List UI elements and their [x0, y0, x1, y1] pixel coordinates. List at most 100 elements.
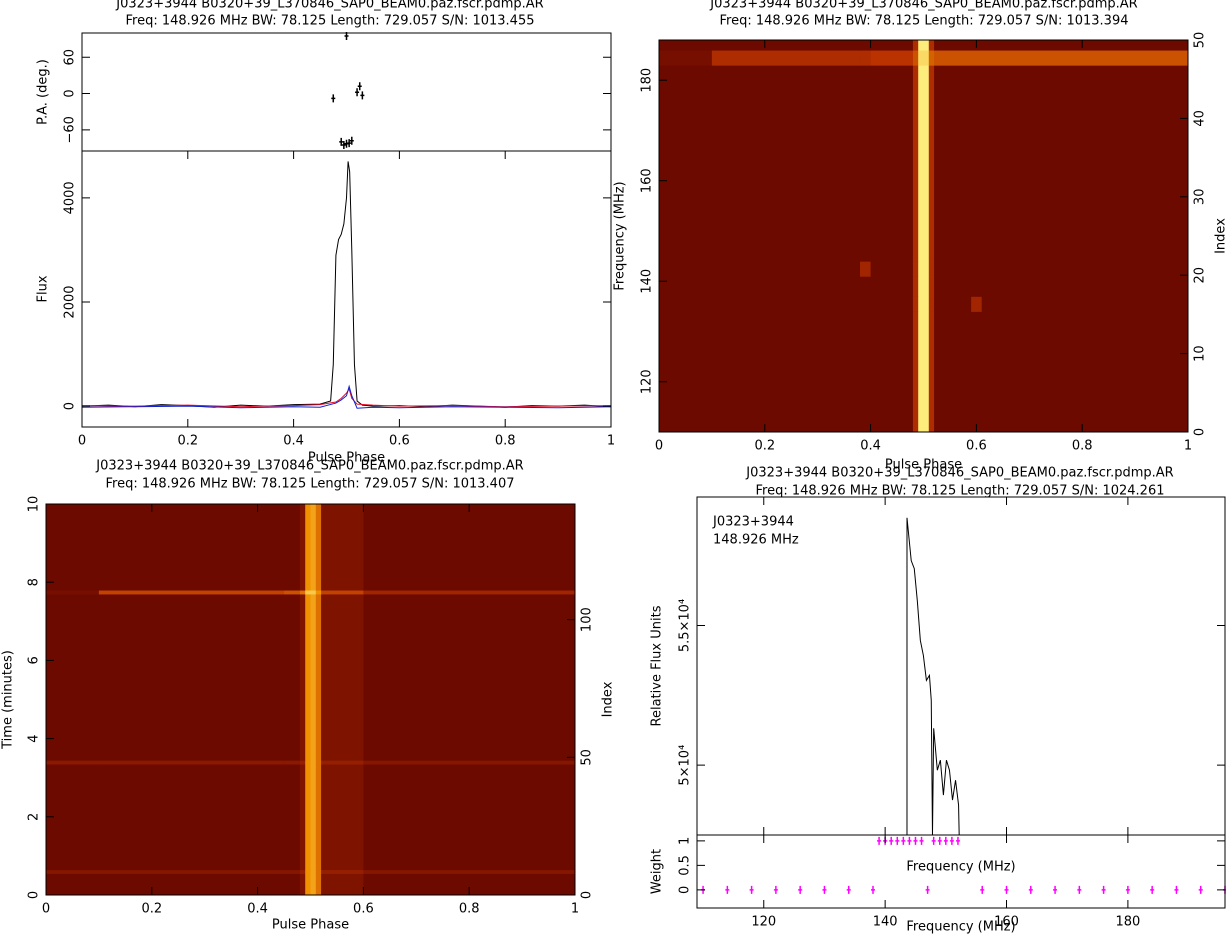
y-tick-label: 2000: [63, 285, 78, 318]
point: [822, 885, 827, 894]
chart-title: J0323+3944 B0320+39_L370846_SAP0_BEAM0.p…: [745, 466, 1173, 481]
y-tick-label: 0: [63, 89, 78, 97]
point: [1150, 885, 1155, 894]
heatmap-cell: [46, 593, 100, 761]
x-tick-label: 0.2: [177, 434, 198, 449]
y2-tick-label: 50: [580, 749, 595, 766]
y2-tick-label: 20: [1193, 267, 1208, 284]
y2-tick-label: 40: [1193, 110, 1208, 127]
x-tick-label: 0.8: [1072, 439, 1093, 454]
point: [1028, 885, 1033, 894]
y-tick-label: 5.5×10⁴: [678, 599, 693, 652]
heatmap-cell: [918, 311, 930, 433]
y-axis-label: Relative Flux Units: [650, 605, 665, 726]
heatmap-cell: [912, 296, 919, 312]
heatmap-cell: [860, 311, 872, 433]
y-tick-label: 6: [27, 656, 42, 664]
y-axis-label: Frequency (MHz): [613, 181, 628, 290]
point: [1053, 885, 1058, 894]
heatmap-cell: [711, 296, 861, 312]
heatmap-cell: [934, 65, 972, 262]
heatmap-cell: [928, 50, 935, 66]
point: [846, 885, 851, 894]
y-tick-label: 160: [640, 168, 655, 193]
point: [980, 885, 985, 894]
heatmap-cell: [971, 311, 983, 433]
y-tick-label: 60: [63, 49, 78, 66]
heatmap-cell: [918, 50, 930, 66]
heatmap-cell: [912, 276, 919, 297]
series-line: [81, 387, 612, 408]
y-tick-label: 140: [640, 269, 655, 294]
heatmap-cell: [981, 276, 1189, 297]
point: [955, 836, 960, 845]
heatmap-cell: [284, 504, 301, 591]
heatmap-cell: [363, 504, 576, 591]
heatmap-cell: [870, 65, 914, 262]
heatmap-cell: [928, 261, 935, 277]
point: [355, 88, 360, 97]
heatmap-cell: [321, 869, 364, 874]
chart-title: J0323+3944 B0320+39_L370846_SAP0_BEAM0.p…: [709, 0, 1137, 12]
point: [749, 885, 754, 894]
heatmap-cell: [299, 760, 306, 765]
heatmap-cell: [912, 261, 919, 277]
x-tick-label: 0: [78, 434, 86, 449]
heatmap-cell: [310, 873, 317, 896]
y-tick-label: 4: [27, 734, 42, 742]
heatmap-cell: [299, 873, 306, 896]
x-tick-label: 0.2: [141, 902, 162, 917]
heatmap-cell: [305, 873, 311, 896]
heatmap-cell: [315, 764, 322, 871]
heatmap-cell: [912, 50, 919, 66]
x-axis-label: Pulse Phase: [308, 451, 385, 466]
heatmap-cell: [870, 311, 914, 433]
heatmap-cell: [284, 764, 301, 871]
point: [889, 836, 894, 845]
x-axis-label: Frequency (MHz): [906, 920, 1015, 935]
point: [357, 82, 362, 91]
y-axis-label: Time (minutes): [1, 650, 16, 750]
heatmap-cell: [928, 311, 935, 433]
heatmap-cell: [315, 873, 322, 896]
heatmap-cell: [310, 590, 317, 595]
axes-frame: [696, 496, 1226, 836]
point: [937, 836, 942, 845]
axes-frame: [81, 150, 612, 428]
heatmap-cell: [659, 261, 713, 277]
series-line: [81, 161, 612, 408]
chart-title: J0323+3944 B0320+39_L370846_SAP0_BEAM0.p…: [115, 0, 543, 12]
point: [725, 885, 730, 894]
annotation: J0323+3944: [712, 515, 794, 530]
heatmap-cell: [299, 593, 306, 761]
y2-tick-label: 100: [580, 607, 595, 632]
heatmap-cell: [711, 65, 861, 262]
y-tick-label: 120: [640, 369, 655, 394]
heatmap-cell: [46, 764, 100, 871]
point: [913, 836, 918, 845]
heatmap-cell: [918, 276, 930, 297]
point: [919, 836, 924, 845]
heatmap-cell: [284, 593, 301, 761]
point: [907, 836, 912, 845]
heatmap-cell: [321, 593, 364, 761]
y-tick-label: 5×10⁴: [678, 745, 693, 786]
point: [1004, 885, 1009, 894]
heatmap-cell: [711, 311, 861, 433]
heatmap-cell: [860, 261, 872, 277]
heatmap-cell: [860, 40, 872, 51]
chart-subtitle: Freq: 148.926 MHz BW: 78.125 Length: 729…: [105, 477, 514, 492]
heatmap-cell: [870, 296, 914, 312]
heatmap-cell: [918, 40, 930, 51]
heatmap-cell: [310, 764, 317, 871]
x-tick-label: 1: [1184, 439, 1192, 454]
x-axis-label: Pulse Phase: [272, 918, 349, 933]
heatmap-cell: [284, 590, 301, 595]
point: [901, 836, 906, 845]
point: [895, 836, 900, 845]
x-tick-label: 0.4: [247, 902, 268, 917]
series-line: [81, 384, 612, 409]
heatmap-cell: [659, 311, 713, 433]
point: [949, 836, 954, 845]
